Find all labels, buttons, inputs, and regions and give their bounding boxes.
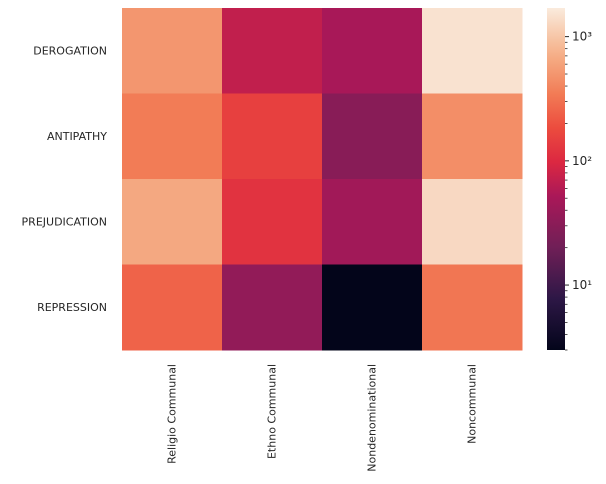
row-label: REPRESSION xyxy=(37,301,107,314)
heatmap-cell xyxy=(422,179,523,265)
heatmap-cell xyxy=(322,93,423,180)
column-label: Religio Communal xyxy=(166,364,179,464)
colorbar-tick-label: 10³ xyxy=(572,30,592,44)
heatmap-cell xyxy=(422,93,523,180)
heatmap-cell xyxy=(222,179,323,265)
heatmap-cell xyxy=(222,264,323,351)
column-label: Nondenominational xyxy=(366,364,379,472)
heatmap-cells xyxy=(122,8,523,351)
heatmap-cell xyxy=(222,8,323,94)
heatmap-cell xyxy=(322,8,423,94)
row-label: PREJUDICATION xyxy=(22,215,107,228)
heatmap-cell xyxy=(122,264,223,351)
heatmap-cell xyxy=(222,93,323,180)
row-label: DEROGATION xyxy=(33,44,107,57)
column-labels: Religio Communal Ethno Communal Nondenomin… xyxy=(166,364,479,472)
heatmap-cell xyxy=(422,8,523,94)
colorbar xyxy=(547,8,565,350)
colorbar-ticks: 10¹ 10² 10³ xyxy=(565,30,592,351)
colorbar-tick-label: 10¹ xyxy=(572,278,592,292)
heatmap-cell xyxy=(122,8,223,94)
heatmap-cell xyxy=(122,93,223,180)
heatmap-cell xyxy=(322,179,423,265)
column-label: Ethno Communal xyxy=(266,364,279,459)
heatmap-cell xyxy=(322,264,423,351)
row-labels: DEROGATION ANTIPATHY PREJUDICATION REPRESSI… xyxy=(22,44,108,314)
heatmap-cell xyxy=(422,264,523,351)
row-label: ANTIPATHY xyxy=(47,130,107,143)
column-label: Noncommunal xyxy=(466,364,479,444)
colorbar-tick-label: 10² xyxy=(572,154,592,168)
heatmap-cell xyxy=(122,179,223,265)
